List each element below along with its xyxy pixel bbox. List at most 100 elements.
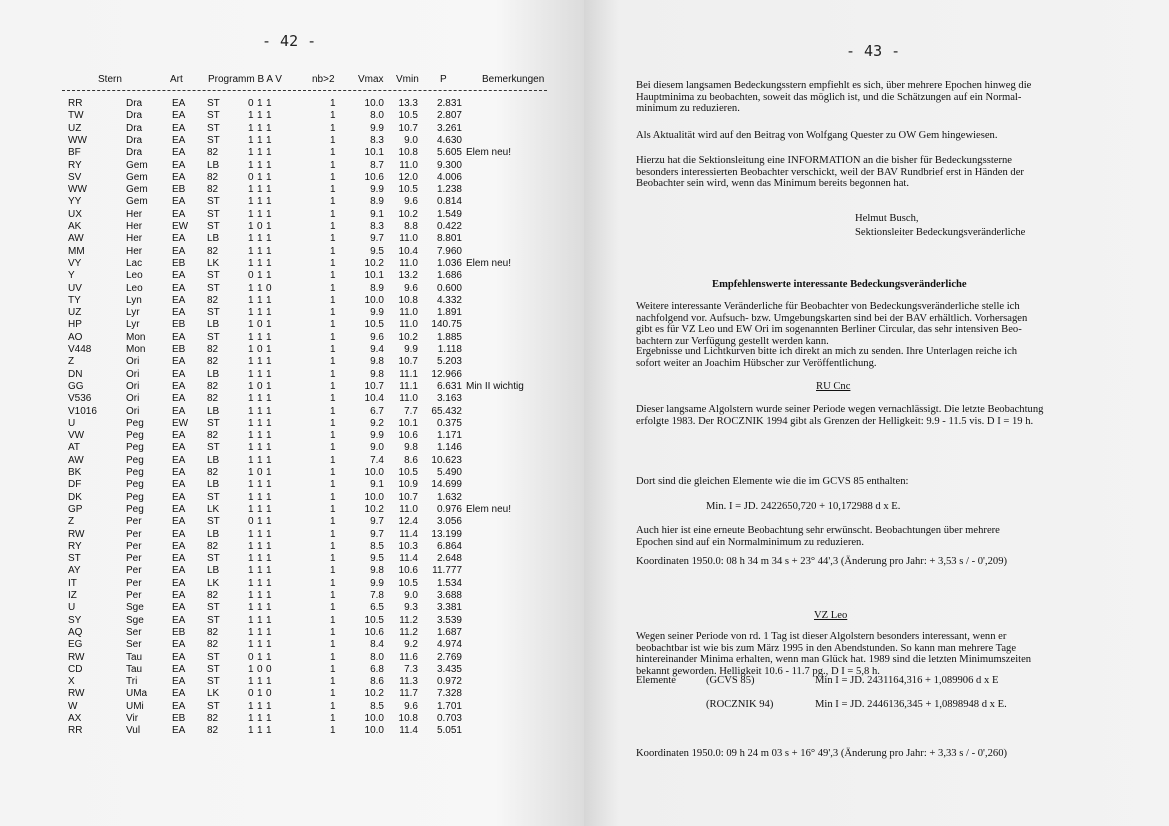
star-name: IT xyxy=(68,577,77,589)
table-row: RY Gem EA LB 1 1 1 1 8.7 11.0 9.300 xyxy=(0,160,584,172)
flag-b: 1 xyxy=(248,602,254,614)
constellation: Ser xyxy=(126,626,142,638)
type: EA xyxy=(172,147,186,159)
constellation: Peg xyxy=(126,479,144,491)
nb2: 1 xyxy=(330,639,336,651)
period: 6.631 xyxy=(436,380,462,392)
header-divider xyxy=(62,90,547,91)
star-name: GP xyxy=(68,503,83,515)
period: 6.864 xyxy=(436,540,462,552)
constellation: Lac xyxy=(126,257,143,269)
table-row: CD Tau EA ST 1 0 0 1 6.8 7.3 3.435 xyxy=(0,664,584,676)
constellation: Gem xyxy=(126,159,148,171)
period: 0.814 xyxy=(436,196,462,208)
nb2: 1 xyxy=(330,122,336,134)
flag-a: 1 xyxy=(257,147,263,159)
flag-v: 1 xyxy=(266,651,272,663)
program: 82 xyxy=(207,393,219,405)
table-row: AO Mon EA ST 1 1 1 1 9.6 10.2 1.885 xyxy=(0,332,584,344)
type: EA xyxy=(172,282,186,294)
flag-v: 1 xyxy=(266,294,272,306)
flag-v: 1 xyxy=(266,331,272,343)
type: EA xyxy=(172,196,186,208)
nb2: 1 xyxy=(330,405,336,417)
flag-v: 1 xyxy=(266,516,272,528)
flag-a: 1 xyxy=(257,356,263,368)
flag-a: 1 xyxy=(257,577,263,589)
program: ST xyxy=(207,110,220,122)
flag-v: 1 xyxy=(266,639,272,651)
flag-a: 1 xyxy=(257,528,263,540)
vmax: 9.8 xyxy=(370,356,384,368)
period: 4.006 xyxy=(436,171,462,183)
period: 0.600 xyxy=(436,282,462,294)
type: EA xyxy=(172,553,186,565)
table-row: IZ Per EA 82 1 1 1 1 7.8 9.0 3.688 xyxy=(0,590,584,602)
vmin: 10.7 xyxy=(398,356,418,368)
constellation: Ori xyxy=(126,356,140,368)
vmax: 10.7 xyxy=(364,380,384,392)
table-row: W UMi EA ST 1 1 1 1 8.5 9.6 1.701 xyxy=(0,701,584,713)
period: 1.549 xyxy=(436,208,462,220)
nb2: 1 xyxy=(330,393,336,405)
flag-a: 1 xyxy=(257,171,263,183)
flag-b: 1 xyxy=(248,553,254,565)
type: EA xyxy=(172,430,186,442)
type: EA xyxy=(172,380,186,392)
vmax: 8.5 xyxy=(370,700,384,712)
flag-b: 1 xyxy=(248,184,254,196)
constellation: Peg xyxy=(126,430,144,442)
constellation: Peg xyxy=(126,442,144,454)
table-row: Z Per EA ST 0 1 1 1 9.7 12.4 3.056 xyxy=(0,516,584,528)
vmax: 8.9 xyxy=(370,196,384,208)
vmin: 7.7 xyxy=(404,405,418,417)
constellation: Dra xyxy=(126,110,143,122)
table-row: SY Sge EA ST 1 1 1 1 10.5 11.2 3.539 xyxy=(0,615,584,627)
star-name: V448 xyxy=(68,344,92,355)
table-row: DN Ori EA LB 1 1 1 1 9.8 11.1 12.966 xyxy=(0,369,584,381)
vmin: 10.5 xyxy=(398,467,418,478)
vmin: 10.8 xyxy=(398,713,418,724)
constellation: Lyn xyxy=(126,294,142,306)
table-row: RR Vul EA 82 1 1 1 1 10.0 11.4 5.051 xyxy=(0,725,584,737)
left-page: - 42 - Stern Art Programm B A V nb>2 Vma… xyxy=(0,0,584,826)
line: besonders interessierten Beobachter vers… xyxy=(636,166,1024,178)
flag-v: 1 xyxy=(266,553,272,565)
vmax: 8.3 xyxy=(370,221,384,232)
nb2: 1 xyxy=(330,98,336,109)
type: EB xyxy=(172,319,186,331)
flag-a: 1 xyxy=(257,614,263,626)
period: 0.972 xyxy=(436,676,462,688)
period: 0.976 xyxy=(436,503,462,515)
line: erfolgte 1983. Der ROCZNIK 1994 gibt als… xyxy=(636,415,1034,427)
table-row: RR Dra EA ST 0 1 1 1 10.0 13.3 2.831 xyxy=(0,98,584,110)
table-row: UX Her EA ST 1 1 1 1 9.1 10.2 1.549 xyxy=(0,209,584,221)
vmin: 11.0 xyxy=(399,159,418,171)
star-name: BK xyxy=(68,467,82,478)
vmax: 9.7 xyxy=(370,516,384,528)
flag-v: 1 xyxy=(266,344,272,355)
star-name: Z xyxy=(68,516,75,528)
vmin: 10.4 xyxy=(398,245,418,257)
type: EA xyxy=(172,602,186,614)
type: EA xyxy=(172,245,186,257)
ru-cnc-coordinates: Koordinaten 1950.0: 08 h 34 m 34 s + 23°… xyxy=(636,556,1008,567)
period: 4.630 xyxy=(436,134,462,146)
star-name: RR xyxy=(68,725,83,737)
nb2: 1 xyxy=(330,479,336,491)
table-row: DF Peg EA LB 1 1 1 1 9.1 10.9 14.699 xyxy=(0,479,584,491)
vmin: 11.1 xyxy=(399,380,418,392)
flag-b: 0 xyxy=(248,270,254,282)
constellation: Her xyxy=(126,245,143,257)
star-name: GG xyxy=(68,380,84,392)
flag-v: 1 xyxy=(266,245,272,257)
table-row: V448 Mon EB 82 1 0 1 1 9.4 9.9 1.118 xyxy=(0,344,584,356)
flag-v: 0 xyxy=(266,663,272,675)
type: EA xyxy=(172,270,186,282)
vmax: 9.5 xyxy=(370,553,384,565)
vmax: 10.2 xyxy=(364,688,384,700)
period: 0.703 xyxy=(436,713,462,724)
flag-a: 1 xyxy=(257,639,263,651)
flag-a: 1 xyxy=(257,257,263,269)
type: EB xyxy=(172,257,186,269)
